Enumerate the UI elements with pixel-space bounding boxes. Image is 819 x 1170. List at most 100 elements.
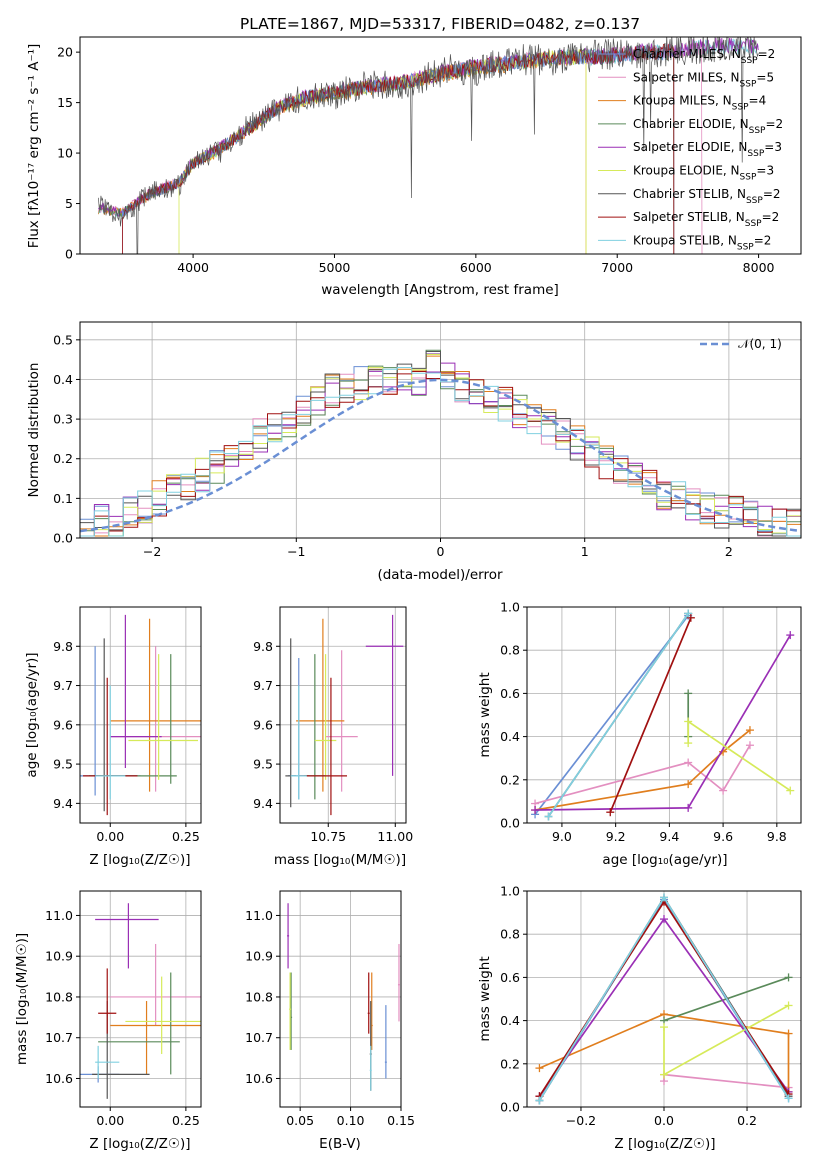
legend-subscript: SSP [747,149,764,159]
x-tick-label: 0.00 [96,829,124,844]
z-mass-frame [79,890,202,1108]
x-tick-label: 9.2 [606,829,626,844]
z-age-ylabel: age [log₁₀(age/yr)] [24,652,40,777]
z-age-frame [79,606,202,824]
legend-value: =2 [758,47,776,61]
legend-label: Chabrier ELODIE, NSSP=2 [633,117,783,136]
mass-age-frame [279,606,407,824]
y-tick-label: 10.8 [45,989,73,1004]
weight-line-8 [547,613,689,817]
legend-subscript: SSP [741,56,758,66]
y-tick-label: 9.5 [253,757,273,772]
y-tick-label: 0.0 [500,816,520,831]
y-tick-label: 9.4 [53,796,73,811]
legend-label: Kroupa ELODIE, NSSP=3 [633,164,774,183]
y-tick-label: 0.1 [53,491,73,506]
y-tick-label: 0.8 [500,643,520,658]
z-weight-panel: −0.2 0.0 0.2 0.0 0.2 0.4 0.6 0.8 1.0 Z [log₁₀(Z/… [477,884,802,1152]
x-tick-label: 1 [581,544,589,559]
legend-subscript: SSP [737,242,754,252]
y-tick-label: 0.2 [500,1056,520,1071]
mass-age-xlabel: mass [log₁₀(M/M☉)] [274,852,406,868]
spectrum-line-2 [98,50,587,254]
y-tick-label: 0.2 [53,451,73,466]
y-tick-label: 10.6 [45,1071,73,1086]
spectrum-lines [98,37,759,254]
spectrum-line-0 [122,44,675,254]
y-tick-label: 9.7 [53,678,73,693]
x-tick-label: 9.0 [552,829,572,844]
legend-subscript: SSP [740,79,757,89]
histogram-8 [80,367,801,537]
legend-value: =5 [756,70,774,84]
ebv-mass-frame [279,890,402,1108]
legend-value: =4 [749,94,767,108]
legend-value: =2 [762,210,780,224]
z-mass-ylabel: mass [log₁₀(M/M☉)] [14,933,30,1065]
legend-label: Salpeter STELIB, NSSP=2 [633,210,779,229]
y-tick-label: 9.7 [253,678,273,693]
spectrum-panel: 4000 5000 6000 7000 8000 0 5 10 15 20 wavelength … [26,36,802,298]
x-tick-label: 10.75 [310,829,346,844]
y-tick-label: 11.0 [245,908,273,923]
y-tick-label: 0.4 [500,1013,520,1028]
y-tick-label: 10.7 [245,1030,273,1045]
residuals-ticks: −2 −1 0 1 2 0.0 0.1 0.2 0.3 0.4 0.5 [53,332,733,559]
y-tick-label: 0 [65,247,73,262]
y-tick-label: 10.6 [245,1071,273,1086]
figure-title: PLATE=1867, MJD=53317, FIBERID=0482, z=0… [240,15,640,33]
legend-subscript: SSP [749,126,766,136]
z-age-panel: 0.00 0.259.49.59.69.79.8 Z [log₁₀(Z/Z☉)] … [24,606,202,868]
x-tick-label: 0.0 [654,1113,674,1128]
y-tick-label: 0.6 [500,970,520,985]
legend-value: =2 [763,187,781,201]
x-tick-label: 0.25 [172,1113,200,1128]
x-tick-label: 0.05 [286,1113,314,1128]
legend-value: =2 [765,117,783,131]
age-weight-frame [526,606,802,824]
z-weight-ylabel: mass weight [477,956,493,1041]
spectrum-line-1 [98,41,703,254]
y-tick-label: 5 [65,196,73,211]
age-weight-ylabel: mass weight [477,672,493,757]
y-tick-label: 1.0 [500,600,520,615]
x-tick-label: −0.2 [566,1113,596,1128]
y-tick-label: 0.4 [53,372,73,387]
z-mass-panel: 0.00 0.25 10.6 10.7 10.8 10.9 11.0 Z [log₁₀(Z/… [14,890,202,1152]
x-tick-label: 9.8 [767,829,787,844]
ebv-mass-panel: 0.05 0.10 0.15 10.6 10.7 10.8 10.9 11.0 E(B-V) [245,890,415,1152]
spectrum-xlabel: wavelength [Angstrom, rest frame] [321,282,559,298]
residuals-panel: −2 −1 0 1 2 0.0 0.1 0.2 0.3 0.4 0.5 (data-model)/e… [26,321,802,583]
y-tick-label: 9.5 [53,757,73,772]
residuals-histograms [79,349,802,537]
y-tick-label: 10.9 [45,949,73,964]
z-mass-xlabel: Z [log₁₀(Z/Z☉)] [89,1136,190,1152]
legend-subscript: SSP [740,173,757,183]
y-tick-label: 0.8 [500,927,520,942]
x-tick-label: 5000 [319,260,351,275]
x-tick-label: 0 [437,544,445,559]
y-tick-label: 0.3 [53,412,73,427]
residuals-ylabel: Normed distribution [26,363,42,498]
legend-label: Salpeter ELODIE, NSSP=3 [633,140,782,159]
y-tick-label: 9.4 [253,796,273,811]
x-tick-label: 9.6 [713,829,733,844]
legend-subscript: SSP [745,219,762,229]
x-tick-label: 11.00 [377,829,413,844]
age-weight-panel: 9.0 9.2 9.4 9.6 9.8 0.0 0.2 0.4 0.6 0.8 1.0 age [l… [477,600,802,868]
weight-line-2 [539,1013,790,1092]
weight-line-0 [534,615,689,815]
x-tick-label: 0.2 [737,1113,757,1128]
legend-value: =3 [764,140,782,154]
x-tick-label: 7000 [601,260,633,275]
y-tick-label: 0.0 [53,531,73,546]
spectrum-ticks: 4000 5000 6000 7000 8000 0 5 10 15 20 [57,45,774,275]
y-tick-label: 10.9 [245,949,273,964]
spectrum-frame [79,36,802,255]
y-tick-label: 11.0 [45,908,73,923]
weight-line-4 [535,634,792,811]
normal-curve [79,378,802,533]
x-tick-label: 0.00 [96,1113,124,1128]
y-tick-label: 10.7 [45,1030,73,1045]
